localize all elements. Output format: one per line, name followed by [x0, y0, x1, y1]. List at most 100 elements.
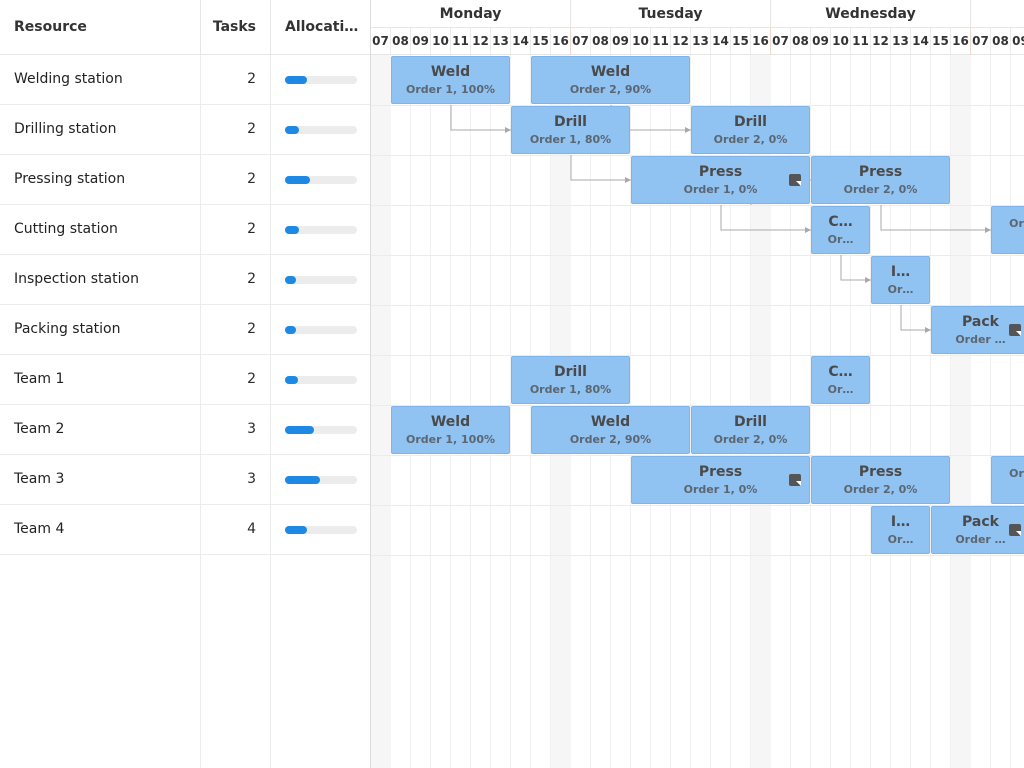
hour-header: 13 [491, 28, 511, 55]
hour-header: 13 [691, 28, 711, 55]
hour-header: 14 [711, 28, 731, 55]
event-bar[interactable]: I… Or… [871, 506, 930, 554]
event-bar[interactable]: Weld Order 2, 90% [531, 56, 690, 104]
event-bar[interactable]: Pack Order … [931, 506, 1024, 554]
note-icon[interactable] [789, 474, 801, 486]
allocation-bar [285, 476, 357, 484]
allocation-cell [270, 255, 370, 304]
row-gridline [371, 355, 1024, 356]
resource-row[interactable]: Pressing station 2 [0, 155, 370, 205]
resource-row[interactable]: Team 2 3 [0, 405, 370, 455]
event-bar[interactable]: Press Order 2, 0% [811, 456, 950, 504]
allocation-cell [270, 455, 370, 504]
hour-header: 14 [511, 28, 531, 55]
event-subtitle: Order 2, 0% [713, 133, 788, 146]
row-gridline [371, 255, 1024, 256]
note-icon[interactable] [1009, 524, 1021, 536]
schedule-timeline[interactable]: Monday Tuesday Wednesday 07 08 09 10 11 12 13 14 15… [370, 0, 1024, 768]
hour-header: 10 [831, 28, 851, 55]
dependency-arrowhead [505, 127, 511, 133]
hour-gridline [510, 55, 511, 768]
hour-header: 16 [751, 28, 771, 55]
hour-header: 16 [551, 28, 571, 55]
event-title: Press [858, 164, 903, 180]
hour-header: 11 [851, 28, 871, 55]
event-bar[interactable]: Drill Order 1, 80% [511, 356, 630, 404]
row-gridline [371, 205, 1024, 206]
allocation-bar-fill [285, 76, 307, 84]
event-bar[interactable]: Weld Order 1, 100% [391, 406, 510, 454]
event-bar[interactable]: Press Order 2, 0% [811, 156, 950, 204]
note-icon[interactable] [789, 174, 801, 186]
row-gridline [371, 305, 1024, 306]
hour-header: 16 [951, 28, 971, 55]
event-bar[interactable]: Press Order 1, 0% [631, 156, 810, 204]
event-bar[interactable]: I… Or… [871, 256, 930, 304]
event-title: I… [890, 264, 911, 280]
event-subtitle: Order 1, 0% [683, 183, 758, 196]
resource-row[interactable]: Drilling station 2 [0, 105, 370, 155]
event-title: Weld [590, 414, 631, 430]
allocation-cell [270, 305, 370, 354]
event-subtitle: Or… [827, 383, 854, 396]
column-header-tasks[interactable]: Tasks [200, 0, 270, 55]
event-subtitle: Order 2, 0% [843, 183, 918, 196]
hour-header: 11 [451, 28, 471, 55]
resource-name: Drilling station [14, 121, 117, 137]
resource-row[interactable]: Team 3 3 [0, 455, 370, 505]
hour-header: 09 [611, 28, 631, 55]
event-bar[interactable]: Drill Order 1, 80% [511, 106, 630, 154]
hour-header: 09 [811, 28, 831, 55]
allocation-cell [270, 205, 370, 254]
hour-header: 12 [471, 28, 491, 55]
dependency-line [570, 155, 631, 181]
event-bar[interactable]: Press Order 1, 0% [631, 456, 810, 504]
event-bar[interactable]: Weld Order 1, 100% [391, 56, 510, 104]
event-bar[interactable]: C… Or… [811, 356, 870, 404]
allocation-bar [285, 376, 357, 384]
resource-row[interactable]: Team 4 4 [0, 505, 370, 555]
event-bar[interactable]: Drill Order 2, 0% [691, 106, 810, 154]
resource-row[interactable]: Team 1 2 [0, 355, 370, 405]
event-bar[interactable]: Ord [991, 456, 1024, 504]
event-bar[interactable]: C… Or… [811, 206, 870, 254]
hour-gridline [530, 55, 531, 768]
resource-row[interactable]: Cutting station 2 [0, 205, 370, 255]
task-count: 4 [200, 505, 270, 554]
resource-row[interactable]: Welding station 2 [0, 55, 370, 105]
note-icon[interactable] [1009, 324, 1021, 336]
column-header-allocation[interactable]: Allocati… [270, 0, 370, 55]
event-subtitle: Order 1, 80% [529, 133, 612, 146]
day-header: Monday [371, 0, 571, 28]
event-title: Drill [734, 114, 767, 130]
task-count: 2 [200, 205, 270, 254]
event-bar[interactable]: Pack Order … [931, 306, 1024, 354]
event-bar[interactable]: Ord [991, 206, 1024, 254]
event-title: Weld [590, 64, 631, 80]
hour-gridline [910, 55, 911, 768]
event-bar[interactable]: Weld Order 2, 90% [531, 406, 690, 454]
day-header [971, 0, 1024, 28]
row-gridline [371, 105, 1024, 106]
column-divider [270, 555, 271, 768]
event-bar[interactable]: Drill Order 2, 0% [691, 406, 810, 454]
dependency-line [840, 255, 871, 281]
event-title: Drill [554, 364, 587, 380]
event-subtitle: Order 1, 100% [405, 83, 495, 96]
hour-gridline [690, 55, 691, 768]
allocation-bar-fill [285, 276, 296, 284]
resource-row[interactable]: Packing station 2 [0, 305, 370, 355]
column-header-resource[interactable]: Resource [0, 0, 200, 55]
task-count: 2 [200, 155, 270, 204]
hour-header: 15 [931, 28, 951, 55]
nonworking-shade [951, 55, 971, 768]
resource-name: Pressing station [14, 171, 126, 187]
event-subtitle: Order 2, 90% [569, 83, 652, 96]
allocation-bar-fill [285, 126, 300, 134]
hour-gridline [850, 55, 851, 768]
event-title: C… [828, 364, 853, 380]
hour-header: 08 [791, 28, 811, 55]
resource-name: Cutting station [14, 221, 118, 237]
allocation-bar-fill [285, 376, 298, 384]
resource-row[interactable]: Inspection station 2 [0, 255, 370, 305]
